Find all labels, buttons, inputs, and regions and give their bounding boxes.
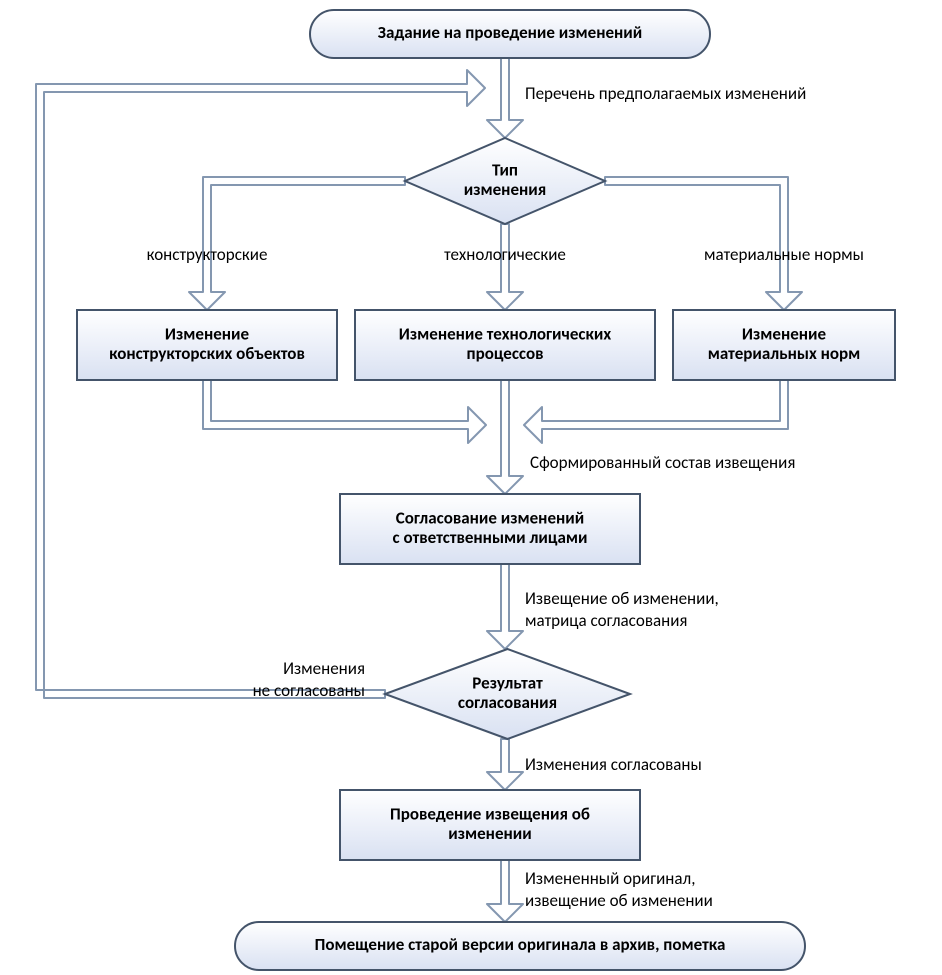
node-text: Изменение: [742, 323, 827, 344]
node-text: материальных норм: [708, 343, 861, 364]
flowchart-canvas: Задание на проведение измененийТипизмене…: [0, 0, 942, 975]
e_type_tech: [487, 224, 523, 310]
node-text: Проведение извещения об: [390, 803, 590, 824]
node-n_approve: Согласование измененийс ответственными л…: [340, 494, 640, 564]
node-n_design: Изменениеконструкторских объектов: [77, 310, 337, 380]
e_approve_result: [487, 564, 523, 649]
edge-label: Изменения согласованы: [525, 754, 702, 775]
node-text: согласования: [458, 692, 557, 713]
flowchart-svg: Задание на проведение измененийТипизмене…: [0, 0, 942, 975]
node-n_conduct: Проведение извещения обизменении: [340, 790, 640, 860]
edge-label: Перечень предполагаемых изменений: [525, 83, 806, 104]
e_norm_merge: [524, 380, 788, 443]
node-text: Изменение: [165, 323, 250, 344]
node-text: изменения: [464, 179, 546, 200]
node-text: Тип: [492, 159, 518, 180]
e_task_type: [487, 58, 523, 138]
node-text: процессов: [467, 343, 544, 364]
e_conduct_archive: [487, 860, 523, 922]
node-text: Изменение технологических: [399, 323, 612, 344]
node-text: конструкторских объектов: [109, 343, 305, 364]
edge-label: Изменения: [283, 658, 365, 679]
edge-label: не согласованы: [253, 680, 365, 701]
node-n_norm: Изменениематериальных норм: [673, 310, 895, 380]
node-text: изменении: [448, 823, 531, 844]
node-text: с ответственными лицами: [393, 527, 588, 548]
edge-label: технологические: [444, 244, 566, 265]
e_result_loop: [36, 70, 485, 698]
e_result_conduct: [487, 739, 523, 790]
node-n_type: Типизменения: [405, 138, 605, 224]
edge-label: извещение об изменении: [525, 890, 713, 911]
edge-label: Сформированный состав извещения: [530, 452, 795, 473]
e_tech_approve: [487, 380, 523, 494]
edge-label: Измененный оригинал,: [525, 868, 695, 889]
node-text: Задание на проведение изменений: [378, 22, 642, 43]
node-n_result: Результатсогласования: [385, 649, 630, 739]
node-text: Помещение старой версии оригинала в архи…: [315, 934, 726, 955]
edge-label: матрица согласования: [525, 610, 687, 631]
node-text: Согласование изменений: [396, 507, 584, 528]
edge-label: Извещение об изменении,: [525, 588, 719, 609]
node-n_tech: Изменение технологическихпроцессов: [355, 310, 655, 380]
edge-label: материальные нормы: [704, 244, 864, 265]
e_design_merge: [203, 380, 486, 443]
node-n_archive: Помещение старой версии оригинала в архи…: [235, 922, 805, 970]
node-text: Результат: [472, 672, 543, 693]
edge-label: конструкторские: [147, 244, 268, 265]
node-n_task: Задание на проведение изменений: [310, 10, 710, 58]
nodes-layer: Задание на проведение измененийТипизмене…: [77, 10, 895, 970]
